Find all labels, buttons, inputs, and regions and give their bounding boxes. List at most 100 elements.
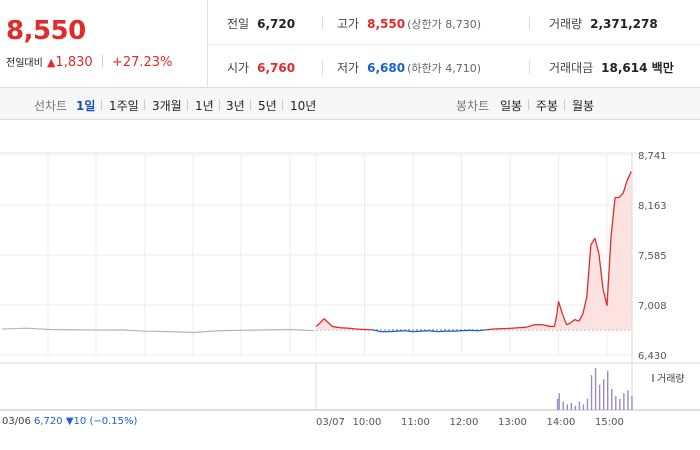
- divider: [529, 16, 530, 30]
- stat-low-label: 저가: [337, 61, 360, 75]
- price-line-segment: [566, 322, 571, 326]
- price-line-segment: [404, 330, 414, 333]
- y-tick-label: 6,430: [638, 351, 667, 362]
- prev-day-rate: (−0.15%): [89, 416, 138, 427]
- y-tick-label: 8,741: [638, 151, 667, 162]
- stat-prev-close: 전일 6,720: [227, 15, 295, 32]
- price-line-segment: [556, 301, 560, 315]
- x-tick-label: 14:00: [547, 417, 576, 428]
- x-tick-label: 03/07: [316, 417, 345, 428]
- up-arrow-icon: ▲: [46, 56, 56, 69]
- tab-1-day[interactable]: 1일: [76, 99, 96, 113]
- x-tick-label: 12:00: [450, 417, 479, 428]
- stat-open-label: 시가: [227, 61, 250, 75]
- volume-bar: [598, 384, 601, 410]
- price-line-segment: [553, 314, 558, 327]
- price-line-segment: [570, 319, 576, 324]
- x-tick-label: 13:00: [498, 417, 527, 428]
- tab-weekly-candle[interactable]: 주봉: [536, 99, 559, 113]
- stat-open-value: 6,760: [257, 61, 296, 75]
- divider: [101, 99, 102, 110]
- price-line-segment: [509, 327, 519, 329]
- tab-3-years[interactable]: 3년: [226, 99, 245, 113]
- tab-1-week[interactable]: 1주일: [109, 99, 139, 113]
- price-chart-svg: 8,741 8,163 7,585 7,008 6,430 거래량 03/07 10:00 11…: [0, 151, 700, 428]
- price-line-segment: [586, 245, 592, 298]
- price-area-fill: [316, 171, 632, 330]
- stat-volume-label: 거래량: [549, 17, 583, 31]
- volume-bar: [582, 404, 585, 410]
- divider: [101, 55, 103, 67]
- prev-day-line: [1, 327, 315, 334]
- price-line-segment: [578, 313, 584, 322]
- tab-5-years[interactable]: 5년: [258, 99, 277, 113]
- stat-low: 저가 6,680 (하한가 4,710): [337, 59, 481, 76]
- divider: [282, 99, 283, 110]
- chart-tabs: 선차트 1일 1주일 3개월 1년 3년 5년 10년 봉차트 일봉 주봉 월봉: [0, 88, 700, 120]
- volume-bar: [562, 401, 564, 410]
- divider: [219, 99, 220, 110]
- stat-volume-value: 2,371,278: [590, 17, 658, 31]
- price-line-segment: [485, 328, 494, 331]
- volume-bar: [602, 379, 605, 410]
- divider: [144, 99, 145, 110]
- stat-open: 시가 6,760: [227, 59, 295, 76]
- price-line-segment: [574, 318, 579, 322]
- prev-day-change: ▼10: [65, 416, 87, 427]
- x-tick-label: 15:00: [595, 417, 624, 428]
- price-line-segment: [598, 253, 604, 289]
- divider: [250, 99, 251, 110]
- tab-3-months[interactable]: 3개월: [152, 99, 182, 113]
- price-line-segment: [606, 236, 612, 306]
- stat-lower-limit: (하한가 4,710): [407, 62, 481, 75]
- change-row: 전일대비 ▲1,830 +27.23%: [6, 54, 172, 70]
- volume-bar: [611, 389, 613, 410]
- price-line-segment: [525, 324, 535, 328]
- current-price: 8,550: [6, 16, 86, 46]
- volume-legend-label: 거래량: [657, 373, 685, 385]
- price-line-segment: [477, 329, 486, 332]
- stat-amount: 거래대금 18,614 백만: [549, 59, 674, 76]
- stat-upper-limit: (상한가 8,730): [407, 18, 481, 31]
- prev-day-price: 6,720: [34, 416, 63, 427]
- stats-panel: 전일 6,720 고가 8,550 (상한가 8,730) 거래량 2,371,278 …: [209, 0, 700, 88]
- quote-header: 8,550 전일대비 ▲1,830 +27.23% 전일 6,720 고가 8,55…: [0, 0, 700, 88]
- change-rate: +27.23%: [111, 55, 173, 70]
- volume-bar: [607, 370, 609, 410]
- divider: [209, 44, 700, 45]
- price-line-segment: [332, 325, 341, 329]
- tab-1-year[interactable]: 1년: [195, 99, 214, 113]
- price-line-segment: [622, 179, 628, 194]
- y-tick-label: 7,008: [638, 301, 667, 312]
- volume-bar: [566, 404, 568, 410]
- tab-daily-candle[interactable]: 일봉: [500, 99, 523, 113]
- stat-amount-label: 거래대금: [549, 61, 594, 75]
- stat-amount-value: 18,614 백만: [601, 61, 674, 75]
- change-value: 1,830: [55, 55, 93, 70]
- volume-bar: [590, 375, 593, 410]
- tab-10-years[interactable]: 10년: [290, 99, 317, 113]
- price-line-segment: [323, 318, 333, 327]
- stat-prev-close-value: 6,720: [257, 17, 296, 31]
- x-tick-label: 10:00: [353, 417, 382, 428]
- stat-high-value: 8,550: [367, 17, 406, 31]
- price-line-segment: [618, 192, 624, 198]
- tab-monthly-candle[interactable]: 월봉: [572, 99, 595, 113]
- y-tick-label: 7,585: [638, 251, 667, 262]
- volume-bar: [631, 396, 633, 410]
- stat-high-label: 고가: [337, 17, 360, 31]
- stat-prev-close-label: 전일: [227, 17, 250, 31]
- stat-volume: 거래량 2,371,278: [549, 15, 658, 32]
- price-line-segment: [561, 314, 568, 325]
- price-line-segment: [594, 238, 600, 254]
- volume-bar: [558, 393, 560, 410]
- divider: [187, 99, 188, 110]
- price-line-segment: [602, 288, 608, 306]
- stat-high: 고가 8,550 (상한가 8,730): [337, 15, 481, 32]
- candle-chart-label: 봉차트: [456, 99, 490, 113]
- volume-bar: [627, 390, 629, 410]
- volume-bar: [556, 398, 559, 410]
- volume-bar: [619, 398, 621, 410]
- price-line-segment: [429, 330, 438, 333]
- stat-low-value: 6,680: [367, 61, 406, 75]
